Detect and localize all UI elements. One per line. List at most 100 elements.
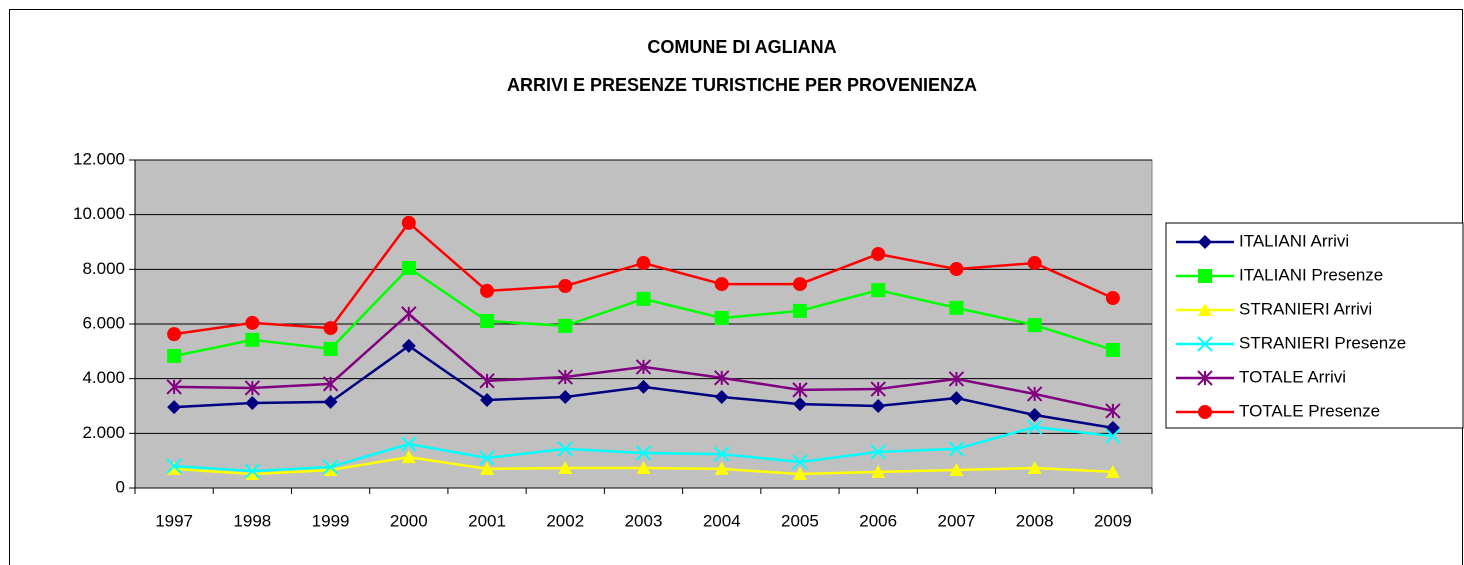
legend-label: TOTALE Arrivi — [1239, 367, 1346, 386]
marker — [245, 395, 260, 410]
x-tick-label: 2008 — [1016, 511, 1054, 530]
marker — [480, 461, 495, 475]
marker — [480, 283, 495, 298]
x-tick-label: 2000 — [390, 511, 428, 530]
y-tick-label: 0 — [116, 477, 125, 496]
marker — [167, 400, 182, 415]
marker — [1105, 464, 1120, 478]
y-tick-label: 4.000 — [82, 368, 125, 387]
marker — [792, 454, 808, 470]
x-tick-label: 2005 — [781, 511, 819, 530]
marker — [636, 461, 651, 475]
marker — [1026, 419, 1043, 435]
marker — [167, 348, 182, 363]
marker — [1105, 403, 1121, 419]
marker — [557, 441, 573, 457]
marker — [871, 247, 886, 262]
legend-box — [1165, 222, 1464, 429]
marker — [1197, 370, 1213, 386]
marker — [245, 315, 260, 330]
marker — [635, 445, 652, 461]
marker — [636, 291, 651, 306]
marker — [479, 450, 495, 466]
x-tick-label: 2003 — [625, 511, 663, 530]
x-tick-label: 2007 — [938, 511, 976, 530]
legend-label: STRANIERI Arrivi — [1239, 299, 1372, 318]
marker — [1105, 291, 1120, 306]
marker — [1027, 408, 1042, 423]
marker — [636, 379, 651, 394]
marker — [245, 332, 260, 347]
marker — [714, 446, 730, 462]
legend-label: ITALIANI Arrivi — [1239, 231, 1349, 250]
marker — [636, 256, 651, 271]
marker — [323, 341, 338, 356]
marker — [792, 397, 807, 412]
marker — [792, 467, 807, 481]
marker — [1198, 303, 1212, 316]
marker — [322, 459, 339, 475]
marker — [1198, 235, 1212, 249]
legend-label: STRANIERI Presenze — [1239, 333, 1406, 352]
marker — [166, 458, 182, 474]
marker — [949, 300, 964, 315]
marker — [167, 327, 182, 342]
marker — [948, 371, 965, 387]
x-tick-label: 1997 — [155, 511, 193, 530]
marker — [792, 277, 807, 292]
marker — [1105, 428, 1121, 444]
marker — [323, 321, 338, 336]
marker — [401, 338, 416, 353]
marker — [1026, 386, 1043, 402]
marker — [949, 462, 964, 476]
marker — [480, 313, 495, 328]
marker — [401, 260, 416, 275]
marker — [714, 310, 729, 325]
marker — [244, 463, 261, 479]
marker — [401, 215, 416, 230]
marker — [1198, 269, 1212, 283]
marker — [1198, 405, 1212, 419]
y-tick-label: 8.000 — [82, 259, 125, 278]
chart-subtitle: ARRIVI E PRESENZE TURISTICHE PER PROVENI… — [507, 75, 977, 95]
marker — [401, 306, 417, 322]
marker — [1105, 342, 1120, 357]
marker — [792, 303, 807, 318]
marker — [558, 389, 573, 404]
marker — [166, 379, 182, 395]
x-tick-label: 2001 — [468, 511, 506, 530]
marker — [948, 441, 965, 457]
marker — [792, 382, 808, 398]
marker — [871, 464, 886, 478]
marker — [635, 359, 652, 375]
x-tick-label: 2002 — [546, 511, 584, 530]
chart-title: COMUNE DI AGLIANA — [647, 37, 836, 57]
marker — [322, 376, 339, 392]
marker — [714, 389, 729, 404]
y-tick-label: 10.000 — [73, 204, 125, 223]
marker — [871, 283, 886, 298]
y-tick-label: 12.000 — [73, 149, 125, 168]
x-tick-label: 2006 — [859, 511, 897, 530]
marker — [479, 373, 495, 389]
marker — [870, 444, 886, 460]
marker — [1027, 318, 1042, 333]
marker — [244, 380, 261, 396]
marker — [870, 381, 886, 397]
y-tick-label: 2.000 — [82, 423, 125, 442]
legend-label: TOTALE Presenze — [1239, 401, 1380, 420]
marker — [558, 461, 573, 475]
x-tick-label: 1999 — [312, 511, 350, 530]
marker — [1197, 336, 1213, 352]
marker — [557, 369, 573, 385]
marker — [401, 436, 417, 452]
marker — [949, 391, 964, 406]
marker — [167, 461, 182, 475]
marker — [323, 462, 338, 476]
marker — [871, 399, 886, 413]
marker — [558, 318, 573, 333]
marker — [949, 262, 964, 277]
marker — [558, 279, 573, 294]
marker — [714, 370, 730, 386]
